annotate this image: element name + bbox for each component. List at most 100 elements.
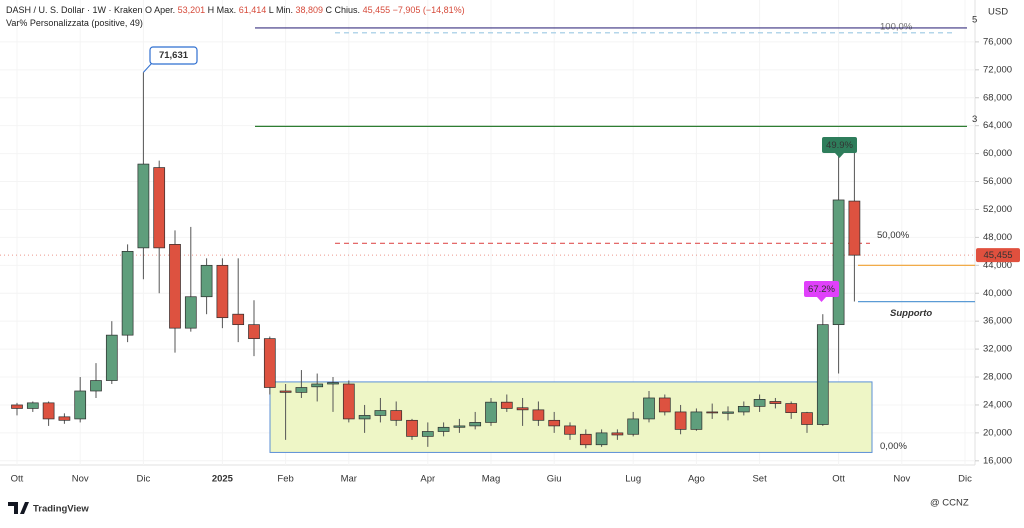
level-label: 3	[972, 114, 977, 125]
candle-body	[184, 296, 197, 329]
header-line: DASH / U. S. Dollar · 1W · Kraken O Aper…	[6, 5, 465, 15]
y-tick-label: 56,000	[983, 176, 1012, 187]
x-tick-label: Ott	[11, 474, 24, 485]
candle-body	[311, 383, 324, 388]
candle-body	[327, 382, 339, 385]
candle-body	[690, 411, 703, 430]
candle-body	[200, 264, 213, 298]
candle-body	[785, 403, 798, 413]
candle-body	[42, 402, 55, 420]
annotation-text: 67.2%	[808, 284, 835, 295]
candle-body	[232, 313, 245, 326]
y-tick-label: 76,000	[983, 36, 1012, 47]
ohlc-label: Aper.	[154, 5, 176, 15]
last-price-label: 45,455	[983, 250, 1012, 261]
candle-body	[169, 244, 181, 329]
change: −7,905 (−14,81%)	[392, 5, 465, 15]
indicator: Var% Personalizzata (positive, 49)	[6, 18, 143, 28]
candle-body	[737, 406, 750, 413]
x-tick-label: Nov	[72, 474, 89, 485]
currency: USD	[988, 7, 1008, 18]
y-tick-label: 64,000	[983, 120, 1012, 131]
candle-body	[421, 431, 434, 437]
y-tick-label: 52,000	[983, 204, 1012, 215]
candle-body	[453, 425, 466, 428]
y-tick-label: 48,000	[983, 232, 1012, 243]
annotation-box	[822, 137, 857, 153]
candle-body	[374, 410, 387, 416]
logo-mark	[8, 502, 29, 514]
x-tick-label: 2025	[212, 474, 234, 485]
x-tick-label: Dic	[958, 474, 972, 485]
candle-body	[216, 264, 229, 319]
annotation-box	[804, 281, 839, 297]
y-tick-label: 72,000	[983, 64, 1012, 75]
y-tick-label: 40,000	[983, 288, 1012, 299]
candle-body	[11, 404, 23, 409]
level-label: 5	[972, 14, 977, 25]
ohlc-label: Min.	[275, 5, 293, 15]
candle-body	[153, 167, 166, 249]
ohlc-value: 61,414	[238, 5, 267, 15]
candle-body	[595, 432, 608, 446]
y-tick-label: 20,000	[983, 427, 1012, 438]
candle-body	[469, 422, 482, 427]
candle-body	[753, 399, 766, 407]
candle-body	[26, 402, 39, 409]
candle-body	[390, 410, 403, 421]
x-tick-label: Ago	[688, 474, 705, 485]
symbol: DASH / U. S. Dollar · 1W · Kraken	[6, 5, 143, 15]
candle-body	[532, 409, 545, 421]
x-tick-label: Ott	[832, 474, 845, 485]
candle-body	[801, 412, 813, 425]
y-tick-label: 24,000	[983, 399, 1012, 410]
y-tick-label: 44,000	[983, 260, 1012, 271]
logo-text: TradingView	[33, 504, 89, 515]
y-tick-label: 28,000	[983, 372, 1012, 383]
candle-body	[579, 433, 592, 446]
ohlc-label: Max.	[216, 5, 237, 15]
candle-body	[722, 411, 734, 414]
x-tick-label: Set	[752, 474, 767, 485]
y-tick-label: 60,000	[983, 148, 1012, 159]
annotation-pointer	[817, 297, 826, 302]
candle-body	[406, 419, 418, 437]
candle-body	[816, 324, 829, 425]
level-label: 50,00%	[877, 230, 910, 241]
candle-body	[121, 251, 134, 336]
y-tick-label: 36,000	[983, 316, 1012, 327]
x-tick-label: Apr	[420, 474, 435, 485]
candle-body	[674, 411, 687, 430]
candle-body	[848, 200, 861, 256]
y-tick-label: 32,000	[983, 344, 1012, 355]
level-label: Supporto	[890, 308, 932, 319]
candle-body	[295, 387, 308, 393]
x-tick-label: Nov	[893, 474, 910, 485]
callout-pointer	[143, 62, 153, 73]
candle-body	[263, 338, 276, 388]
candle-body	[643, 397, 655, 420]
last-price-tag	[976, 248, 1020, 263]
x-tick-label: Feb	[277, 474, 293, 485]
ohlc-value: 53,201	[177, 5, 206, 15]
candle-body	[74, 390, 87, 420]
y-tick-label: 68,000	[983, 92, 1012, 103]
x-tick-label: Mag	[482, 474, 500, 485]
candle-body	[342, 383, 355, 420]
candle-body	[769, 401, 782, 404]
x-tick-label: Mar	[341, 474, 357, 485]
annotation-text: 49.9%	[826, 140, 853, 151]
candle-body	[706, 411, 719, 414]
ohlc-value: 45,455	[362, 5, 391, 15]
candle-body	[548, 419, 561, 427]
ohlc-key: C	[325, 5, 333, 15]
candle-body	[485, 401, 497, 423]
callout-text: 71,631	[159, 50, 189, 61]
candle-body	[564, 425, 576, 435]
ohlc-value: 38,809	[295, 5, 323, 15]
candle-body	[105, 334, 118, 381]
candle-body	[90, 380, 102, 392]
ohlc-key: O	[145, 5, 153, 15]
